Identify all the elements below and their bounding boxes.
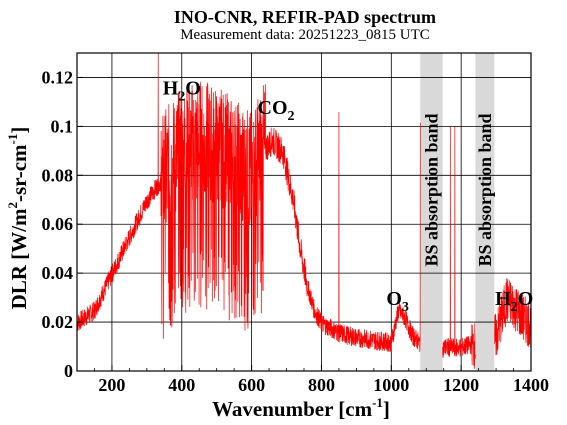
x-tick-label: 1400 xyxy=(513,375,549,395)
plot-frame xyxy=(76,52,532,372)
x-tick-labels: 200 400 600 800 1000 1200 1400 xyxy=(98,375,549,395)
y-tick-label: 0.1 xyxy=(51,116,74,136)
y-tick-label: 0 xyxy=(64,361,73,381)
spectrum-series-line xyxy=(76,52,532,369)
annotations: H2O CO2 O3 H2O xyxy=(163,78,534,315)
band-labels: BS absorption band BS absorption band xyxy=(421,113,494,266)
y-tick-label: 0.06 xyxy=(42,214,74,234)
x-tick-label: 1200 xyxy=(443,375,479,395)
tick-marks xyxy=(77,76,532,372)
x-tick-label: 800 xyxy=(308,375,335,395)
x-tick-label: 200 xyxy=(98,375,125,395)
y-axis-label: DLR [W/m2-sr-cm-1] xyxy=(5,127,31,310)
molecule-label-4: H2O xyxy=(495,288,533,315)
molecule-label-3: O3 xyxy=(386,288,409,315)
y-tick-labels: 0 0.02 0.04 0.06 0.08 0.1 0.12 xyxy=(42,67,74,381)
molecule-label-1: H2O xyxy=(163,78,201,105)
y-tick-label: 0.08 xyxy=(42,165,74,185)
y-tick-label: 0.12 xyxy=(42,67,74,87)
y-tick-label: 0.02 xyxy=(42,312,74,332)
x-axis-label: Wavenumber [cm-1] xyxy=(212,395,390,421)
absorption-band-2 xyxy=(475,53,495,371)
chart-subtitle: Measurement data: 20251223_0815 UTC xyxy=(180,27,430,43)
x-tick-label: 1000 xyxy=(373,375,409,395)
absorption-bands xyxy=(420,53,495,371)
x-tick-label: 400 xyxy=(168,375,195,395)
band-label-2: BS absorption band xyxy=(475,113,495,266)
y-tick-label: 0.04 xyxy=(42,263,74,283)
x-tick-label: 600 xyxy=(238,375,265,395)
chart-title: INO-CNR, REFIR-PAD spectrum xyxy=(174,7,436,27)
absorption-band-1 xyxy=(420,53,443,371)
molecule-label-2: CO2 xyxy=(258,97,295,124)
grid-lines xyxy=(77,53,531,371)
band-label-1: BS absorption band xyxy=(421,113,441,266)
plot-area xyxy=(76,52,532,369)
